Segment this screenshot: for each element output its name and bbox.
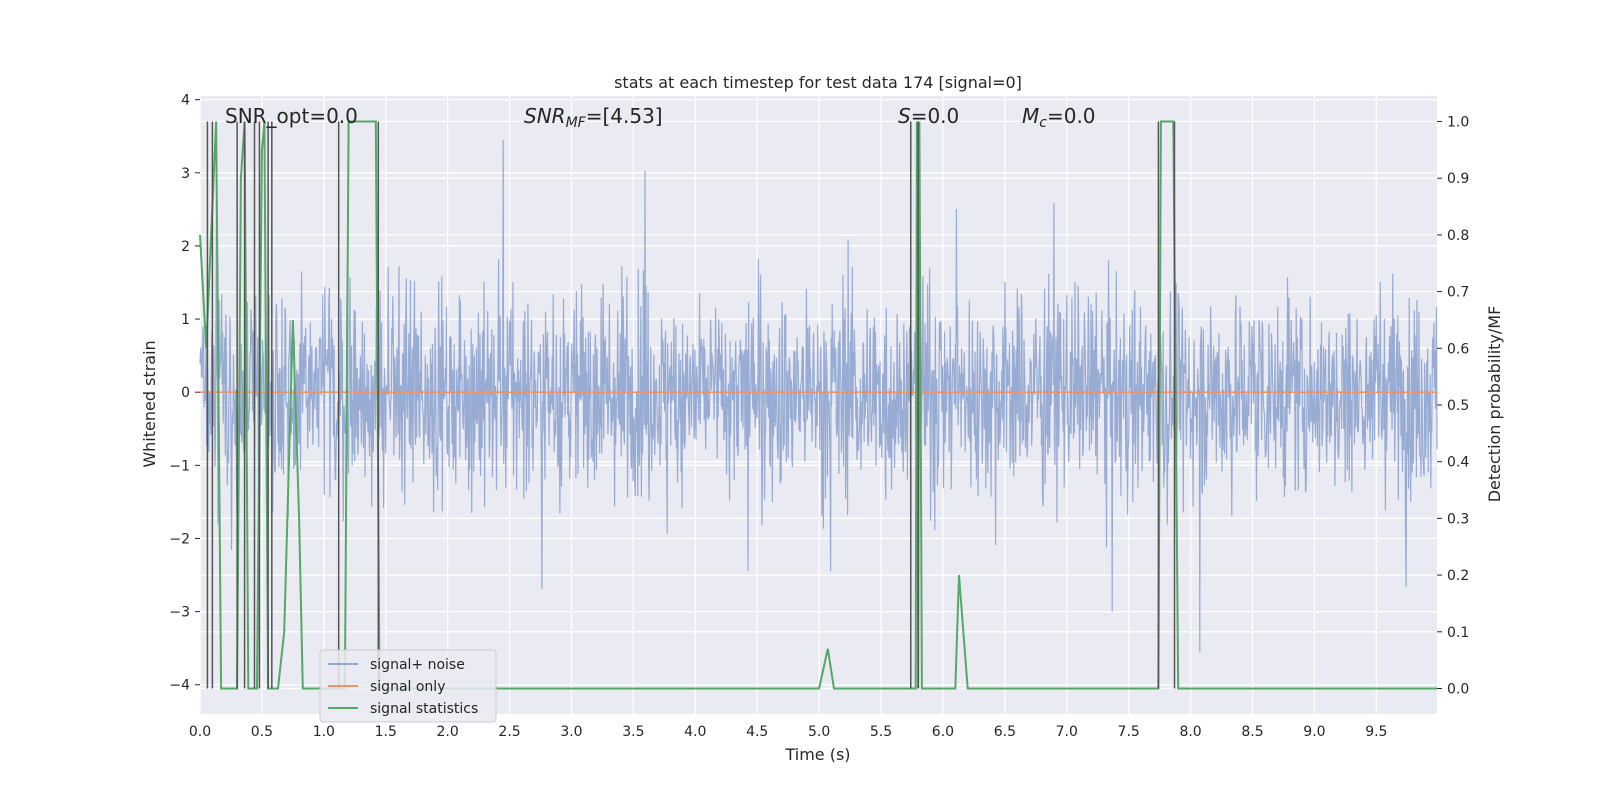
x-tick-label: 9.5 [1365,724,1387,740]
y-right-tick-label: 0.9 [1447,171,1469,187]
annotation-snr-mf-main: SNR [524,104,566,128]
y-right-tick-label: 0.1 [1447,625,1469,641]
y-left-tick-label: −3 [169,605,190,621]
annotation-mc-sub: c [1039,115,1047,131]
series-signal-noise [199,139,1438,653]
y-left-tick-label: 1 [181,312,190,328]
y-right-axis-label: Detection probability/MF [1485,306,1504,503]
annotation-snr-mf-value: =[4.53] [586,104,663,128]
y-right-tick-label: 0.0 [1447,681,1469,697]
vertical-markers [206,121,1176,689]
legend-label-signal-only: signal only [370,679,445,695]
y-right-tick-label: 0.7 [1447,285,1469,301]
x-tick-label: 7.0 [1056,724,1078,740]
y-right-tick-label: 0.6 [1447,341,1469,357]
x-tick-label: 8.5 [1241,724,1263,740]
y-left-tick-label: 4 [181,93,190,109]
y-right-tick-label: 0.8 [1447,228,1469,244]
x-tick-label: 5.0 [808,724,830,740]
x-tick-label: 1.0 [313,724,335,740]
legend-box [319,649,497,723]
y-right-tick-label: 0.2 [1447,568,1469,584]
y-left-tick-label: −2 [169,531,190,547]
x-tick-label: 2.5 [498,724,520,740]
x-tick-label: 3.5 [622,724,644,740]
y-right-tick-label: 0.5 [1447,398,1469,414]
x-tick-label: 5.5 [870,724,892,740]
x-tick-label: 0.5 [251,724,273,740]
y-left-tick-label: −1 [169,458,190,474]
y-left-axis-label: Whitened strain [140,340,159,467]
annotation-s-main: S [898,104,911,128]
y-left-tick-label: −4 [169,678,190,694]
legend-label-signal-noise: signal+ noise [370,657,465,673]
legend-label-signal-statistics: signal statistics [370,701,478,717]
x-tick-label: 6.0 [932,724,954,740]
annotation-mc-value: =0.0 [1047,104,1096,128]
annotation-s-value: =0.0 [911,104,960,128]
y-right-tick-label: 0.4 [1447,455,1469,471]
annotation-snr-mf: SNRMF=[4.53] [524,104,663,131]
y-left-tick-label: 0 [181,385,190,401]
x-tick-label: 9.0 [1303,724,1325,740]
y-left-tick-label: 2 [181,239,190,255]
x-tick-label: 6.5 [994,724,1016,740]
annotation-s: S=0.0 [898,104,959,128]
noise-trace [199,139,1438,653]
x-axis-label: Time (s) [784,745,850,764]
y-left-axis-ticks: 4 3 2 1 0 −1 −2 −3 −4 [169,93,200,694]
legend: signal+ noise signal only signal statist… [319,649,497,723]
y-left-tick-label: 3 [181,166,190,182]
annotation-mc-main: M [1022,104,1039,128]
annotation-mc: Mc=0.0 [1022,104,1096,131]
x-tick-label: 4.0 [684,724,706,740]
annotation-snr-opt: SNR_opt=0.0 [225,104,358,128]
x-tick-label: 2.0 [437,724,459,740]
x-tick-label: 3.0 [560,724,582,740]
chart-title: stats at each timestep for test data 174… [614,73,1022,92]
annotation-snr-mf-sub: MF [566,115,587,131]
x-tick-label: 7.5 [1118,724,1140,740]
y-right-tick-label: 0.3 [1447,511,1469,527]
x-tick-label: 4.5 [746,724,768,740]
x-tick-label: 1.5 [375,724,397,740]
y-right-axis-ticks: 1.0 0.9 0.8 0.7 0.6 0.5 0.4 0.3 0.2 0.1 0.0 [1437,115,1469,697]
x-axis-ticks: 0.0 0.5 1.0 1.5 2.0 2.5 3.0 3.5 4.0 4.5 5.0 5.5 6.0 6… [189,724,1388,740]
y-right-tick-label: 1.0 [1447,115,1469,131]
x-tick-label: 8.0 [1179,724,1201,740]
x-tick-label: 0.0 [189,724,211,740]
